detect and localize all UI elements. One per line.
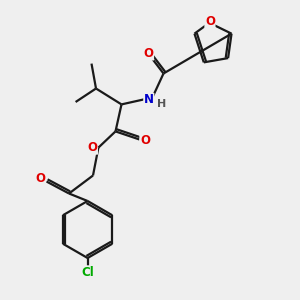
Text: O: O bbox=[205, 15, 215, 28]
Text: O: O bbox=[143, 47, 154, 60]
Text: Cl: Cl bbox=[81, 266, 94, 279]
Text: O: O bbox=[35, 172, 46, 185]
Text: N: N bbox=[144, 93, 154, 106]
Text: H: H bbox=[158, 99, 166, 109]
Text: O: O bbox=[140, 134, 150, 148]
Text: O: O bbox=[87, 141, 98, 154]
